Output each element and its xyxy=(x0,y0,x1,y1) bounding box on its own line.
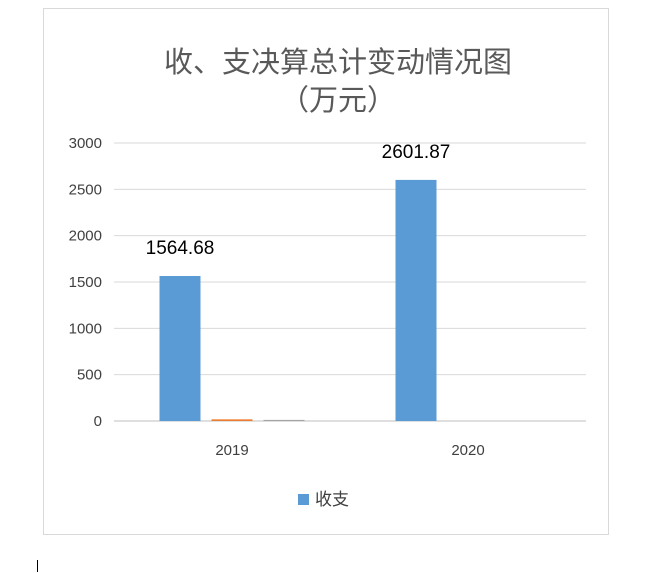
x-tick-label: 2020 xyxy=(451,442,484,459)
x-tick-label: 2019 xyxy=(215,442,248,459)
bar-2019-series-1 xyxy=(211,419,253,421)
bars xyxy=(159,179,437,421)
data-label: 1564.68 xyxy=(146,238,215,259)
chart-subtitle-unit: （万元） xyxy=(280,83,396,117)
chart-title: 收、支决算总计变动情况图 xyxy=(164,45,512,79)
chart-frame xyxy=(43,8,609,535)
y-tick-label: 1500 xyxy=(69,274,102,291)
y-tick-label: 2000 xyxy=(69,228,102,245)
data-label: 2601.87 xyxy=(382,142,451,163)
y-tick-label: 1000 xyxy=(69,320,102,337)
bar-2020-series-0 xyxy=(395,179,437,421)
y-tick-label: 500 xyxy=(77,367,102,384)
legend-label: 收支 xyxy=(315,490,349,510)
y-tick-label: 3000 xyxy=(69,135,102,152)
y-tick-label: 0 xyxy=(94,413,102,430)
legend: 收支 xyxy=(298,490,349,510)
legend-swatch xyxy=(298,494,309,505)
y-tick-label: 2500 xyxy=(69,181,102,198)
text-cursor xyxy=(37,560,38,572)
y-axis-ticks: 0 500 1000 1500 2000 2500 3000 xyxy=(69,135,102,430)
bar-2019-series-2 xyxy=(263,419,305,421)
x-axis-ticks: 2019 2020 xyxy=(215,442,484,459)
data-labels: 1564.68 2601.87 xyxy=(146,142,451,259)
bar-2019-series-0 xyxy=(159,276,201,421)
